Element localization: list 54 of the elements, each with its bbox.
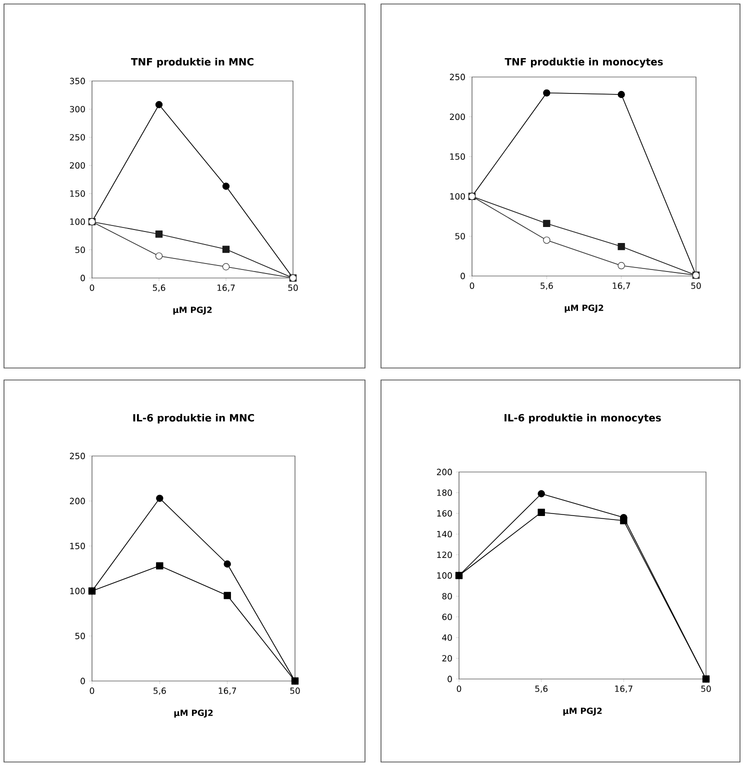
y-tick-label: 50: [75, 632, 85, 640]
y-tick-label: 200: [436, 468, 452, 476]
y-tick-label: 200: [70, 162, 85, 169]
chart-title: TNF produktie in monocytes: [504, 58, 663, 68]
x-tick-label: 5,6: [535, 686, 548, 693]
y-tick-label: 200: [450, 114, 465, 120]
y-tick-label: 250: [70, 452, 85, 460]
y-tick-label: 100: [70, 588, 85, 594]
y-tick-label: 200: [70, 498, 85, 504]
x-tick-label: 0: [90, 284, 94, 291]
x-axis-title: µM PGJ2: [173, 306, 212, 315]
x-tick-label: 5,6: [152, 284, 166, 292]
chart-title: TNF produktie in MNC: [131, 58, 254, 68]
y-tick-label: 150: [450, 153, 465, 160]
x-axis-title: µM PGJ2: [174, 710, 213, 718]
y-tick-label: 20: [442, 655, 452, 662]
y-tick-label: 160: [437, 510, 452, 517]
y-tick-label: 120: [437, 552, 452, 558]
y-tick-label: 40: [442, 634, 452, 641]
y-tick-label: 100: [450, 193, 465, 200]
x-tick-label: 50: [288, 284, 298, 291]
x-tick-label: 50: [701, 686, 711, 692]
x-tick-label: 5,6: [540, 282, 553, 290]
y-tick-label: 350: [70, 78, 85, 84]
x-tick-label: 16,7: [218, 688, 236, 695]
chart-title: IL-6 produktie in monocytes: [504, 414, 661, 424]
x-tick-label: 0: [470, 282, 474, 289]
y-tick-label: 50: [75, 246, 85, 254]
y-tick-label: 150: [70, 190, 85, 197]
y-tick-label: 60: [442, 614, 452, 620]
y-tick-label: 100: [437, 572, 452, 579]
y-tick-label: 80: [442, 593, 452, 600]
x-tick-label: 16,7: [218, 284, 235, 292]
y-tick-label: 250: [70, 134, 85, 140]
x-tick-label: 50: [691, 282, 701, 289]
y-tick-label: 300: [70, 106, 85, 112]
x-axis-title: µM PGJ2: [564, 304, 604, 313]
y-tick-label: 0: [80, 678, 85, 684]
y-tick-label: 180: [437, 490, 452, 496]
x-tick-label: 0: [90, 688, 94, 694]
y-tick-label: 0: [80, 274, 85, 282]
x-tick-label: 16,7: [615, 686, 632, 693]
y-tick-label: 0: [460, 272, 465, 280]
x-tick-label: 16,7: [612, 282, 630, 290]
chart-title: IL-6 produktie in MNC: [133, 414, 254, 424]
y-tick-label: 140: [437, 530, 452, 538]
x-axis-title: µM PGJ2: [563, 708, 602, 716]
y-tick-label: 250: [450, 74, 465, 80]
x-tick-label: 5,6: [154, 688, 166, 695]
y-tick-label: 0: [448, 676, 452, 682]
y-tick-label: 50: [455, 232, 465, 240]
x-tick-label: 50: [290, 688, 300, 694]
y-tick-label: 150: [70, 542, 85, 550]
y-tick-label: 100: [70, 218, 85, 225]
